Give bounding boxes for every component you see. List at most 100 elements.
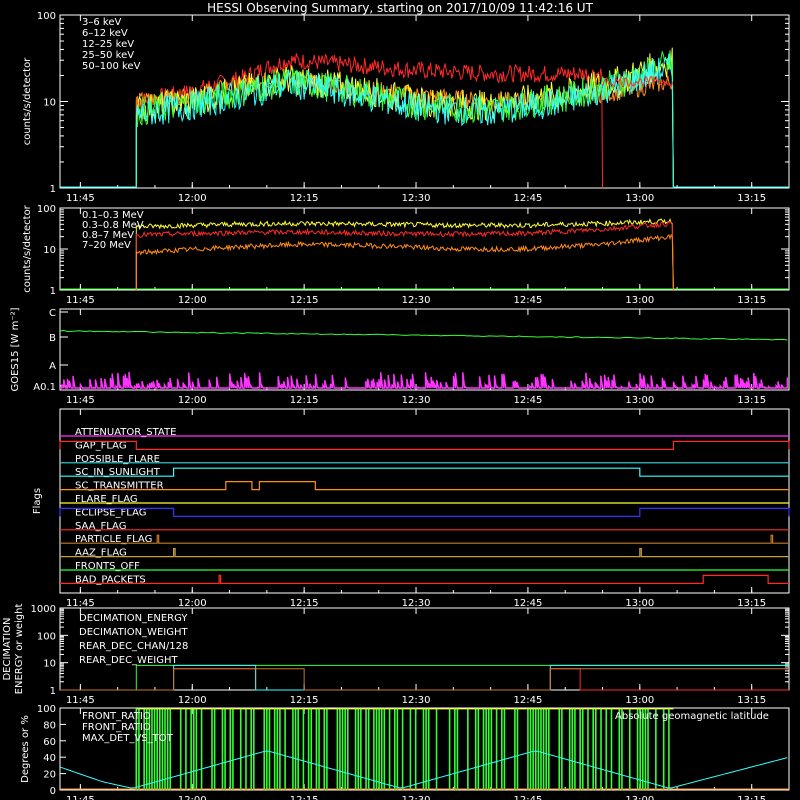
panel1-x-tick-label: 12:00 xyxy=(178,193,207,204)
panel4-flag-line xyxy=(60,574,789,585)
panel1-legend-item: 25–50 keV xyxy=(82,50,134,61)
panel4-flag-label: FRONTS_OFF xyxy=(75,561,140,572)
panel4-flag-label: BAD_PACKETS xyxy=(75,574,146,585)
panel2-series-yellow xyxy=(135,217,674,291)
panel2-x-tick-label: 13:00 xyxy=(625,295,654,306)
panel6-x-tick-label: 12:15 xyxy=(290,795,319,800)
panel2-y-tick-label: 100 xyxy=(37,204,56,215)
panel1-x-tick-label: 13:15 xyxy=(737,193,766,204)
panel3-x-tick-label: 12:45 xyxy=(514,395,543,406)
panel1-y-tick-label: 1 xyxy=(50,184,56,195)
panels-group: 11:45 12:00 12:15 12:30 12:45 13:00 13:1511010… xyxy=(2,11,790,800)
panel3-series-green xyxy=(59,329,788,341)
panel4-x-tick-label: 12:15 xyxy=(290,598,319,609)
panel1-y-tick-label: 10 xyxy=(43,98,56,109)
panel5-legend-item: REAR_DEC_CHAN/128 xyxy=(79,641,188,652)
panel1-x-tick-label: 12:30 xyxy=(402,193,431,204)
panel2-legend-item: 0.1–0.3 MeV xyxy=(82,210,144,221)
panel5-y-label: DECIMATION xyxy=(2,617,13,680)
panel2-x-tick-label: 12:45 xyxy=(514,295,543,306)
panel1-legend-item: 12–25 keV xyxy=(82,39,134,50)
panel5-x-tick-label: 12:00 xyxy=(178,695,207,706)
panel6-x-tick-label: 12:30 xyxy=(402,795,431,800)
panel4-flag-label: GAP_FLAG xyxy=(75,440,127,451)
panel5-series-brown xyxy=(60,668,789,691)
panel1-x-tick-label: 13:00 xyxy=(625,193,654,204)
panel6-x-tick-label: 11:45 xyxy=(66,795,95,800)
panel3-frame xyxy=(59,308,790,391)
panel5-legend-item: DECIMATION_WEIGHT xyxy=(79,627,188,638)
panel6-legend-item: MAX_DET_VS_TOT xyxy=(82,733,174,744)
panel5-y-label: ENERGY or weight xyxy=(14,604,25,695)
panel3-x-tick-label: 13:00 xyxy=(625,395,654,406)
panel6-x-tick-label: 13:00 xyxy=(625,795,654,800)
panel1-x-tick-label: 12:45 xyxy=(514,193,543,204)
panel2-y-label: counts/s/detector xyxy=(22,204,33,292)
panel5-series-red xyxy=(60,668,789,691)
panel4-flag-label: FLARE_FLAG xyxy=(75,494,138,505)
panel4-flag-label: SC_TRANSMITTER xyxy=(75,481,164,492)
panel2-x-tick-label: 11:45 xyxy=(66,295,95,306)
panel5-legend-item: REAR_DEC_WEIGHT xyxy=(79,655,178,666)
panel6-series-cyan xyxy=(59,750,788,789)
panel3-y-tick-label: A0.1 xyxy=(33,382,56,393)
panel2-legend-item: 0.3–0.8 MeV xyxy=(82,220,144,231)
panel4-flag-label: ECLIPSE_FLAG xyxy=(75,507,146,518)
panel5-y-tick-label: 1 xyxy=(50,686,56,697)
panel4-flag-label: SAA_FLAG xyxy=(75,521,126,532)
panel6-y-tick-label: 0 xyxy=(50,786,56,797)
panel1-series-green xyxy=(135,50,674,189)
panel3-x-tick-label: 11:45 xyxy=(66,395,95,406)
panel1-legend-item: 6–12 keV xyxy=(82,28,128,39)
panel3-y-label: GOES15 [W m⁻²] xyxy=(10,307,21,391)
panel4-x-tick-label: 12:30 xyxy=(402,598,431,609)
panel5-y-tick-label: 100 xyxy=(37,631,56,642)
panel2-y-tick-label: 10 xyxy=(43,245,56,256)
panel5-x-tick-label: 13:00 xyxy=(625,695,654,706)
panel4-flag-line xyxy=(60,467,789,477)
panel1-y-label: counts/s/detector xyxy=(22,57,33,145)
panel5-x-tick-label: 11:45 xyxy=(66,695,95,706)
panel5-y-tick-label: 1000 xyxy=(31,604,56,615)
panel2-series-orange xyxy=(135,233,674,291)
panel6-legend-item: FRONT_RATIO xyxy=(82,722,151,733)
panel5-x-tick-label: 12:15 xyxy=(290,695,319,706)
panel2-series-red xyxy=(135,220,674,291)
panel3-y-tick-label: C xyxy=(49,308,56,319)
panel4-frame xyxy=(59,408,790,594)
panel1-legend-item: 3–6 keV xyxy=(82,17,121,28)
panel6-legend-item: Absolute geomagnetic latitude xyxy=(615,711,769,722)
panel3-x-tick-label: 12:15 xyxy=(290,395,319,406)
chart-title: HESSI Observing Summary, starting on 201… xyxy=(207,1,593,15)
panel1-series-red xyxy=(135,53,604,189)
panel6-y-label: Degrees or % xyxy=(20,715,31,783)
panel3-x-tick-label: 13:15 xyxy=(737,395,766,406)
panel3-series-magenta xyxy=(60,371,788,391)
panel2-y-tick-label: 1 xyxy=(50,286,56,297)
panel4-flag-label: ATTENUATOR_STATE xyxy=(75,427,176,438)
panel6-y-tick-label: 100 xyxy=(37,704,56,715)
panel4-flag-label: POSSIBLE_FLARE xyxy=(75,454,160,465)
panel3-x-tick-label: 12:00 xyxy=(178,395,207,406)
panel5-y-tick-label: 10 xyxy=(43,659,56,670)
panel4-flag-line xyxy=(60,481,789,491)
panel4-y-label: Flags xyxy=(32,488,43,514)
panel4-flag-label: AAZ_FLAG xyxy=(75,548,127,559)
panel4-flag-line xyxy=(59,507,790,518)
panel4-x-tick-label: 12:45 xyxy=(514,598,543,609)
panel1-x-tick-label: 12:15 xyxy=(290,193,319,204)
panel1-series-red-extra xyxy=(602,75,674,89)
panel6-frame xyxy=(59,707,790,791)
panel4-flag-line xyxy=(60,547,789,558)
panel4-x-tick-label: 12:00 xyxy=(178,598,207,609)
panel2-x-tick-label: 12:00 xyxy=(178,295,207,306)
panel6-x-tick-label: 12:00 xyxy=(178,795,207,800)
panel3-x-tick-label: 12:30 xyxy=(402,395,431,406)
panel4-x-tick-label: 11:45 xyxy=(66,598,95,609)
panel4-flag-label: SC_IN_SUNLIGHT xyxy=(75,467,161,478)
panel2-legend-item: 7–20 MeV xyxy=(82,240,131,251)
panel1-legend-item: 50–100 keV xyxy=(82,61,141,72)
panel3-y-tick-label: A xyxy=(49,361,56,372)
panel5-x-tick-label: 12:45 xyxy=(514,695,543,706)
